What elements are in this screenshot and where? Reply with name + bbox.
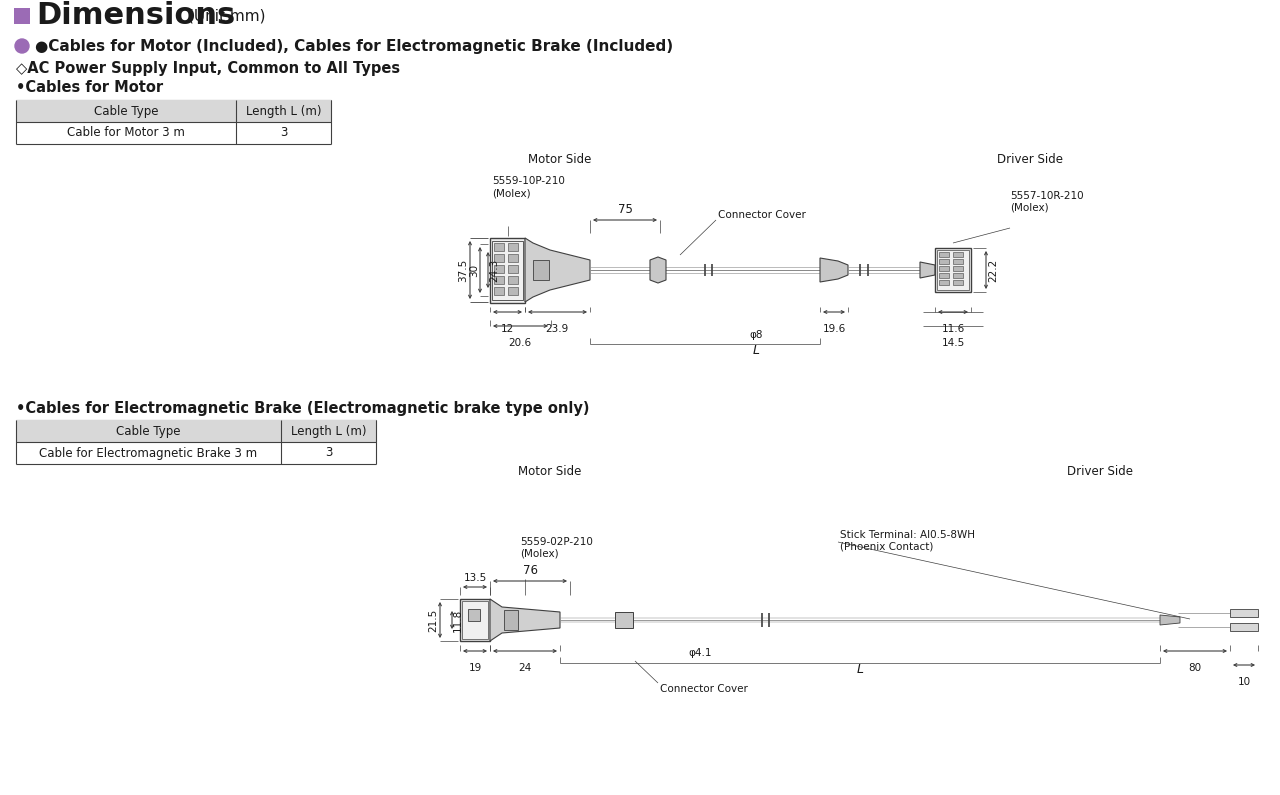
Text: L: L [753, 344, 759, 357]
Polygon shape [920, 262, 934, 278]
Text: 13.5: 13.5 [463, 573, 486, 583]
Bar [462, 601, 488, 639]
Bar [494, 276, 504, 284]
Text: Driver Side: Driver Side [997, 153, 1062, 166]
Text: 22.2: 22.2 [988, 258, 998, 281]
Text: Cable Type: Cable Type [93, 104, 159, 118]
Text: 5559-02P-210
(Molex): 5559-02P-210 (Molex) [520, 537, 593, 559]
Text: •Cables for Electromagnetic Brake (Electromagnetic brake type only): •Cables for Electromagnetic Brake (Elect… [15, 401, 590, 416]
Text: 24.3: 24.3 [489, 258, 499, 281]
Text: 21.5: 21.5 [428, 608, 438, 631]
Bar [494, 287, 504, 295]
Bar [494, 265, 504, 273]
Bar [14, 8, 29, 24]
Bar [954, 259, 963, 264]
Bar [492, 241, 524, 300]
Bar [940, 273, 948, 278]
Text: Cable for Motor 3 m: Cable for Motor 3 m [67, 126, 184, 139]
Text: 3: 3 [325, 447, 333, 460]
Text: φ4.1: φ4.1 [689, 648, 712, 658]
Text: φ8: φ8 [749, 330, 763, 340]
Text: 19.6: 19.6 [822, 324, 846, 334]
Bar [494, 254, 504, 262]
Text: 75: 75 [617, 203, 632, 216]
Bar [940, 280, 948, 285]
Text: 5559-10P-210
(Molex): 5559-10P-210 (Molex) [493, 176, 566, 198]
Text: 30: 30 [468, 263, 479, 277]
Text: L: L [856, 663, 864, 676]
Text: 24: 24 [518, 663, 531, 673]
Bar [940, 266, 948, 271]
Text: 10: 10 [1238, 677, 1251, 687]
Text: •Cables for Motor: •Cables for Motor [15, 80, 163, 95]
Bar [15, 100, 332, 122]
Bar [508, 287, 518, 295]
Text: Connector Cover: Connector Cover [660, 684, 748, 694]
Text: 11.8: 11.8 [453, 608, 463, 631]
Bar [954, 252, 963, 257]
Text: ◇AC Power Supply Input, Common to All Types: ◇AC Power Supply Input, Common to All Ty… [15, 60, 401, 76]
Bar [940, 259, 948, 264]
Text: 11.6: 11.6 [941, 324, 965, 334]
Bar [460, 599, 490, 641]
Text: Connector Cover: Connector Cover [718, 210, 806, 220]
Text: Length L (m): Length L (m) [291, 425, 366, 437]
Text: 20.6: 20.6 [508, 338, 531, 348]
Bar [504, 610, 518, 630]
Bar [614, 612, 634, 628]
Bar [940, 252, 948, 257]
Bar [954, 280, 963, 285]
Text: 19: 19 [468, 663, 481, 673]
Bar [1230, 609, 1258, 617]
Text: Motor Side: Motor Side [529, 153, 591, 166]
Polygon shape [525, 238, 590, 302]
Polygon shape [650, 257, 666, 283]
Polygon shape [1160, 615, 1180, 625]
Bar [468, 609, 480, 621]
Text: 14.5: 14.5 [941, 338, 965, 348]
Polygon shape [490, 599, 561, 641]
Text: 23.9: 23.9 [545, 324, 568, 334]
Text: 37.5: 37.5 [458, 258, 468, 281]
Text: Cable Type: Cable Type [116, 425, 180, 437]
Bar [494, 243, 504, 251]
Text: Cable for Electromagnetic Brake 3 m: Cable for Electromagnetic Brake 3 m [40, 447, 257, 460]
Text: ●Cables for Motor (Included), Cables for Electromagnetic Brake (Included): ●Cables for Motor (Included), Cables for… [35, 38, 673, 53]
Circle shape [15, 39, 29, 53]
Text: Dimensions: Dimensions [36, 2, 236, 30]
Bar [937, 250, 969, 290]
Text: Length L (m): Length L (m) [246, 104, 321, 118]
Bar [954, 273, 963, 278]
Bar [508, 254, 518, 262]
Text: 3: 3 [280, 126, 287, 139]
Text: Stick Terminal: AI0.5-8WH
(Phoenix Contact): Stick Terminal: AI0.5-8WH (Phoenix Conta… [840, 530, 975, 552]
Bar [508, 265, 518, 273]
Bar [508, 243, 518, 251]
Bar [532, 260, 549, 280]
Text: Driver Side: Driver Side [1068, 465, 1133, 478]
Bar [954, 266, 963, 271]
Bar [934, 248, 972, 292]
Text: Motor Side: Motor Side [518, 465, 581, 478]
Text: 76: 76 [522, 564, 538, 577]
Text: 80: 80 [1188, 663, 1202, 673]
Bar [15, 420, 376, 442]
Text: 5557-10R-210
(Molex): 5557-10R-210 (Molex) [1010, 192, 1084, 213]
Bar [1230, 623, 1258, 631]
Bar [508, 276, 518, 284]
Polygon shape [820, 258, 849, 282]
Text: 12: 12 [500, 324, 515, 334]
Text: (Unit mm): (Unit mm) [188, 9, 265, 24]
Bar [490, 238, 525, 303]
